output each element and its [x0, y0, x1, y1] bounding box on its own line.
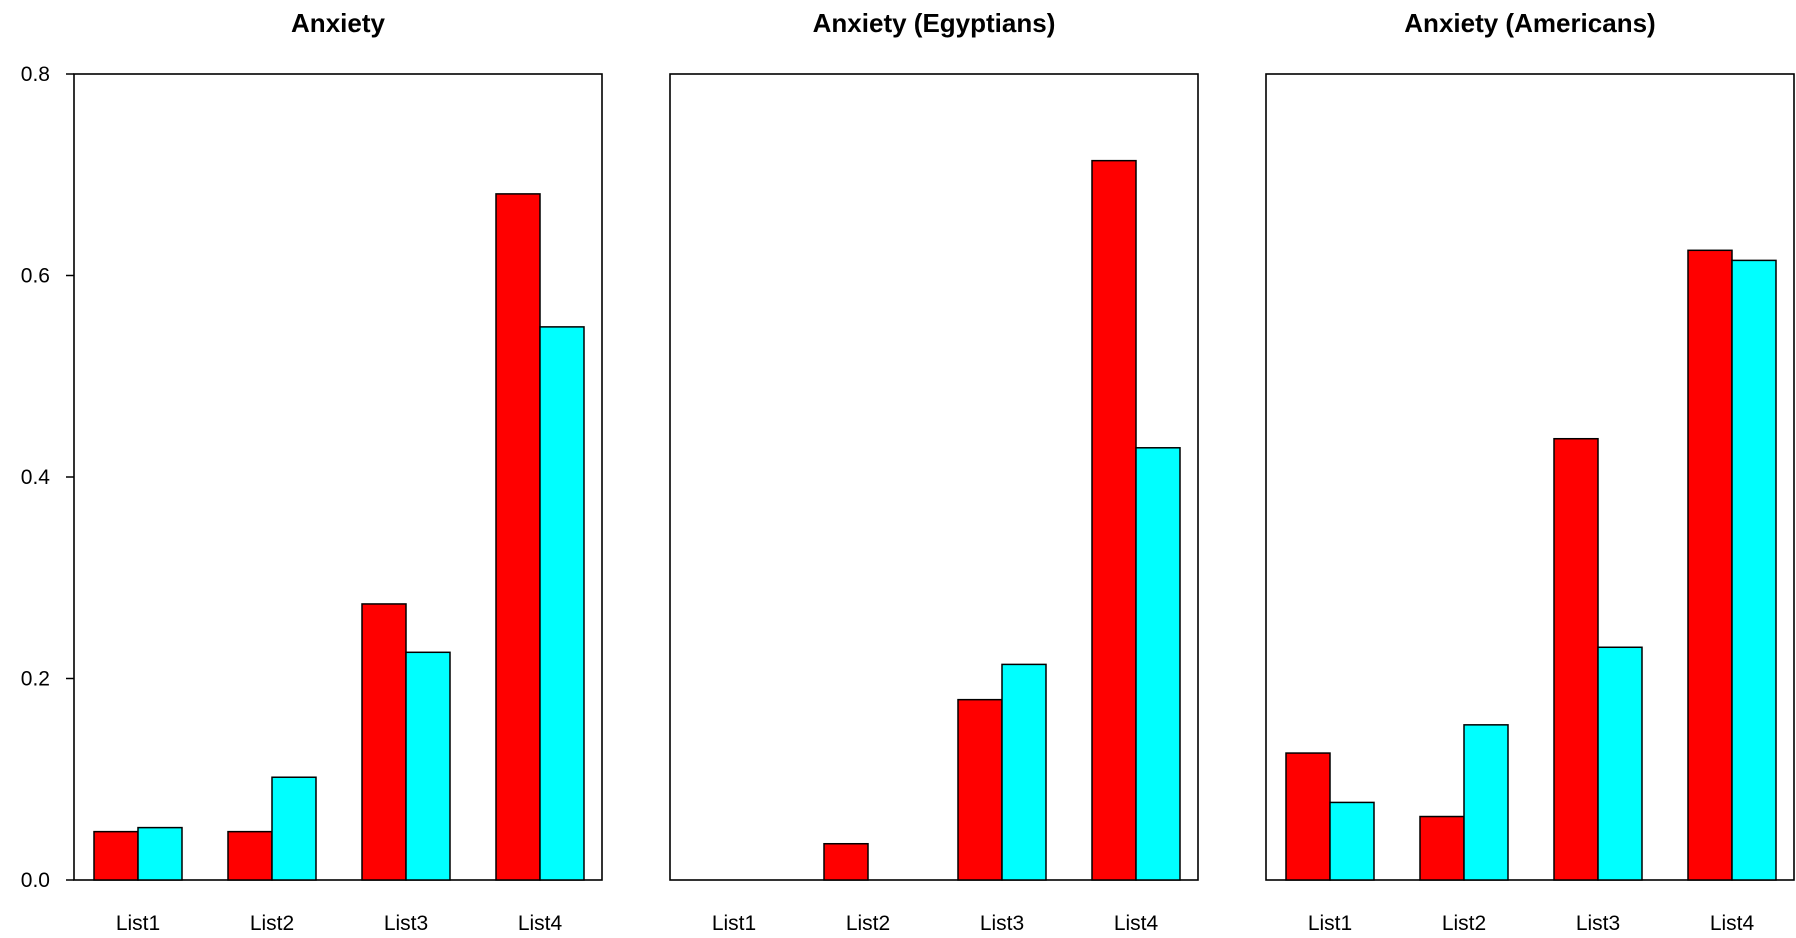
category-label: List4 [1114, 912, 1159, 935]
plot-frame [1265, 73, 1795, 881]
bar-list4-series-2 [1135, 447, 1181, 881]
bar-list4-series-1 [495, 193, 541, 881]
panel-title: Anxiety (Americans) [1404, 8, 1655, 38]
bar-list1-series-1 [1285, 752, 1331, 881]
bar-list1-series-2 [137, 826, 183, 881]
bar-list4-series-2 [1731, 259, 1777, 881]
bar-list2-series-2 [271, 776, 317, 881]
bar-list3-series-1 [1553, 437, 1599, 881]
category-label: List2 [1442, 912, 1486, 935]
bar-list3-series-1 [361, 603, 407, 881]
panel-title: Anxiety [291, 8, 385, 38]
category-label: List4 [518, 912, 563, 935]
panel-title: Anxiety (Egyptians) [813, 8, 1056, 38]
category-label: List3 [1576, 912, 1620, 935]
bar-list2-series-1 [1419, 815, 1465, 881]
y-tick-label: 0.8 [21, 63, 50, 86]
category-label: List1 [1308, 912, 1352, 935]
bar-list3-series-2 [1001, 663, 1047, 881]
bar-list2-series-1 [227, 830, 273, 881]
category-label: List2 [846, 912, 890, 935]
category-label: List1 [116, 912, 160, 935]
category-label: List4 [1710, 912, 1755, 935]
category-label: List1 [712, 912, 756, 935]
category-label: List3 [384, 912, 428, 935]
bar-list3-series-1 [957, 698, 1003, 881]
y-tick-label: 0.2 [21, 668, 50, 691]
plot-frame [669, 73, 1199, 881]
y-tick-label: 0.6 [21, 265, 50, 288]
bar-list1-series-1 [93, 830, 139, 881]
bar-list2-series-1 [823, 842, 869, 881]
bar-list4-series-2 [539, 326, 585, 881]
bar-list1-series-2 [1329, 801, 1375, 881]
bar-list4-series-1 [1687, 249, 1733, 881]
bar-list3-series-2 [1597, 646, 1643, 881]
category-label: List3 [980, 912, 1024, 935]
bar-list2-series-2 [1463, 724, 1509, 881]
bar-list4-series-1 [1091, 159, 1137, 881]
y-tick-label: 0.0 [21, 869, 50, 892]
bar-list3-series-2 [405, 651, 451, 881]
category-label: List2 [250, 912, 294, 935]
y-tick-label: 0.4 [21, 466, 51, 489]
